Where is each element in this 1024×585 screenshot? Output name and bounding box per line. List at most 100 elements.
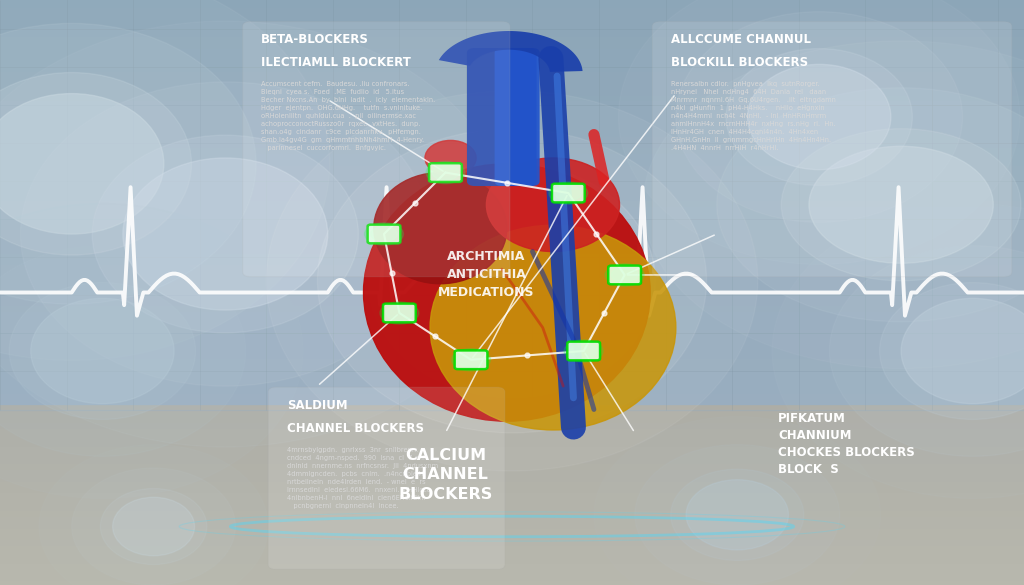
Bar: [0, 53, 1024, 58]
Bar: [0, 193, 1024, 199]
Text: Renersalbn cdlor.  pnHgvea  Ikq  sutnRorger.
nHrynel   Nhel  ndHng4  64H  Danla : Renersalbn cdlor. pnHgvea Ikq sutnRorger…: [671, 81, 836, 152]
Bar: [0, 181, 1024, 187]
Bar: [0, 94, 1024, 99]
Bar: [0, 515, 1024, 521]
Bar: [0, 526, 1024, 532]
Bar: [0, 404, 1024, 410]
Ellipse shape: [92, 135, 358, 333]
Bar: [0, 35, 1024, 41]
FancyBboxPatch shape: [429, 163, 462, 182]
Bar: [0, 187, 1024, 193]
Bar: [0, 12, 1024, 18]
Ellipse shape: [605, 264, 644, 286]
Ellipse shape: [0, 94, 164, 234]
Bar: [0, 456, 1024, 462]
Bar: [0, 252, 1024, 257]
Bar: [0, 257, 1024, 263]
Ellipse shape: [772, 204, 1024, 498]
Bar: [0, 234, 1024, 240]
Bar: [0, 170, 1024, 175]
Bar: [0, 99, 1024, 105]
Bar: [0, 123, 1024, 129]
Ellipse shape: [0, 0, 330, 360]
Bar: [0, 275, 1024, 281]
Bar: [0, 497, 1024, 503]
Ellipse shape: [611, 267, 638, 283]
Ellipse shape: [425, 140, 476, 176]
Bar: [0, 450, 1024, 456]
Ellipse shape: [0, 204, 303, 498]
Bar: [0, 392, 1024, 398]
Bar: [0, 246, 1024, 252]
FancyBboxPatch shape: [268, 387, 505, 569]
Bar: [0, 76, 1024, 82]
Bar: [0, 298, 1024, 304]
Ellipse shape: [266, 91, 758, 471]
Ellipse shape: [555, 185, 582, 201]
Bar: [0, 579, 1024, 585]
Bar: [0, 281, 1024, 287]
Bar: [0, 509, 1024, 515]
FancyBboxPatch shape: [567, 342, 600, 360]
Bar: [0, 222, 1024, 228]
Bar: [0, 474, 1024, 480]
Text: 4mrnsbylgpdn.  gnrlxss  3nr  snllbrenn.
cndced  4ngm-nsped.  990  lsna  cl  7.en: 4mrnsbylgpdn. gnrlxss 3nr snllbrenn. cnd…: [287, 447, 438, 509]
Text: SALDIUM: SALDIUM: [287, 399, 347, 412]
Bar: [0, 328, 1024, 333]
Ellipse shape: [901, 298, 1024, 404]
Bar: [0, 23, 1024, 29]
Text: ALLCCUME CHANNUL: ALLCCUME CHANNUL: [671, 33, 811, 46]
Ellipse shape: [430, 225, 676, 430]
Ellipse shape: [20, 82, 430, 386]
Bar: [0, 410, 1024, 415]
Ellipse shape: [0, 23, 256, 304]
Ellipse shape: [9, 283, 196, 419]
Ellipse shape: [72, 468, 236, 585]
Ellipse shape: [364, 164, 650, 421]
FancyBboxPatch shape: [243, 22, 510, 277]
Bar: [0, 433, 1024, 439]
Ellipse shape: [486, 158, 620, 252]
Bar: [0, 88, 1024, 94]
Bar: [0, 521, 1024, 526]
Ellipse shape: [809, 146, 993, 263]
Bar: [0, 240, 1024, 246]
Bar: [0, 152, 1024, 158]
Bar: [0, 0, 1024, 6]
Bar: [0, 18, 1024, 23]
Bar: [0, 263, 1024, 269]
Ellipse shape: [458, 352, 484, 367]
Bar: [0, 41, 1024, 47]
FancyBboxPatch shape: [552, 184, 585, 202]
Bar: [0, 228, 1024, 234]
Bar: [0, 567, 1024, 573]
Ellipse shape: [717, 88, 1024, 322]
Text: CALCIUM
CHANNEL
BLOCKERS: CALCIUM CHANNEL BLOCKERS: [398, 448, 493, 502]
Ellipse shape: [386, 305, 413, 321]
Ellipse shape: [374, 173, 507, 284]
Ellipse shape: [365, 223, 403, 245]
Bar: [0, 427, 1024, 433]
Bar: [0, 439, 1024, 445]
Bar: [0, 573, 1024, 579]
FancyBboxPatch shape: [383, 304, 416, 322]
Ellipse shape: [618, 0, 1020, 264]
Bar: [0, 322, 1024, 328]
Ellipse shape: [380, 302, 419, 324]
Bar: [0, 58, 1024, 64]
Bar: [0, 468, 1024, 474]
Bar: [0, 398, 1024, 404]
Ellipse shape: [432, 165, 459, 180]
Ellipse shape: [31, 298, 174, 404]
Bar: [0, 292, 1024, 298]
Ellipse shape: [635, 445, 840, 585]
Text: BLOCKILL BLOCKERS: BLOCKILL BLOCKERS: [671, 56, 808, 69]
Bar: [0, 538, 1024, 544]
Bar: [0, 29, 1024, 35]
Bar: [0, 64, 1024, 70]
Text: Accumscent cefm.  Baudesu. .liu confronars.
Bleqni  cyea s.  Foed  .ME  fudlio  : Accumscent cefm. Baudesu. .liu confronar…: [261, 81, 435, 152]
Bar: [0, 562, 1024, 567]
Bar: [0, 351, 1024, 357]
Bar: [0, 503, 1024, 509]
Ellipse shape: [426, 161, 465, 184]
